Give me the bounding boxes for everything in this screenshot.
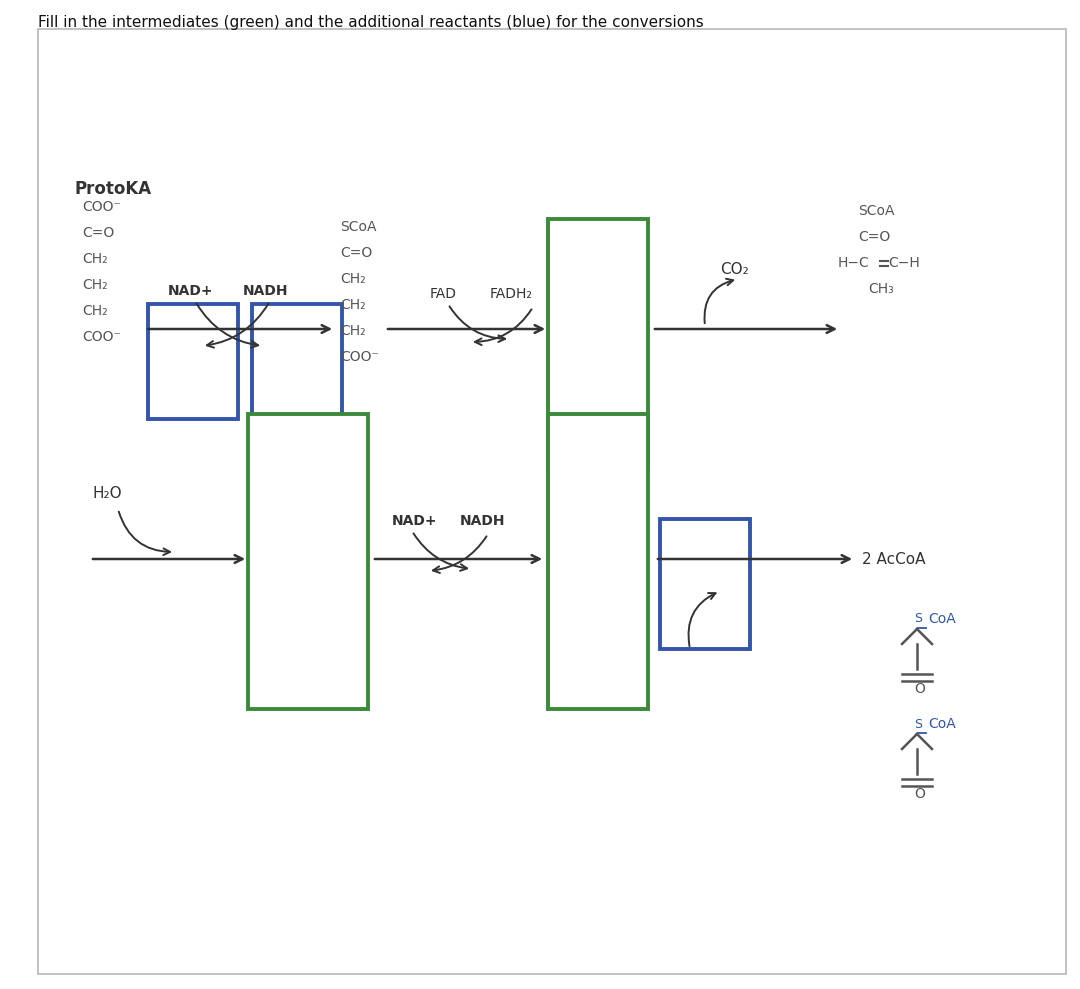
Bar bbox=[548, 414, 648, 709]
Text: CH₂: CH₂ bbox=[82, 278, 108, 292]
Text: CoA: CoA bbox=[928, 717, 956, 731]
Text: C=O: C=O bbox=[340, 246, 373, 260]
Text: 2 AcCoA: 2 AcCoA bbox=[862, 552, 926, 567]
Text: FADH₂: FADH₂ bbox=[490, 287, 532, 301]
Text: ProtoKA: ProtoKA bbox=[75, 180, 152, 198]
Text: SCoA: SCoA bbox=[340, 220, 377, 234]
Text: CH₂: CH₂ bbox=[82, 252, 108, 266]
Text: CoA: CoA bbox=[928, 612, 956, 626]
Bar bbox=[148, 304, 238, 419]
Text: COO⁻: COO⁻ bbox=[82, 200, 121, 214]
Text: CH₃: CH₃ bbox=[868, 282, 894, 296]
Bar bbox=[248, 414, 368, 709]
Text: H₂O: H₂O bbox=[92, 487, 122, 501]
Text: COO⁻: COO⁻ bbox=[82, 330, 121, 344]
Text: C=O: C=O bbox=[858, 230, 890, 244]
Text: C=O: C=O bbox=[82, 226, 114, 240]
Bar bbox=[548, 219, 648, 469]
Bar bbox=[252, 304, 342, 419]
Text: S: S bbox=[914, 717, 922, 731]
Text: NAD+: NAD+ bbox=[392, 514, 437, 528]
Text: CO₂: CO₂ bbox=[720, 261, 748, 277]
Text: CH₂: CH₂ bbox=[340, 324, 366, 338]
Text: NADH: NADH bbox=[460, 514, 505, 528]
Bar bbox=[660, 519, 750, 649]
Text: FAD: FAD bbox=[430, 287, 457, 301]
Text: NAD+: NAD+ bbox=[168, 284, 214, 298]
Text: NADH: NADH bbox=[243, 284, 288, 298]
Text: O: O bbox=[914, 682, 924, 696]
Text: Fill in the intermediates (green) and the additional reactants (blue) for the co: Fill in the intermediates (green) and th… bbox=[38, 15, 704, 30]
Text: CH₂: CH₂ bbox=[340, 298, 366, 312]
Text: COO⁻: COO⁻ bbox=[340, 350, 379, 364]
Text: CH₂: CH₂ bbox=[340, 272, 366, 286]
Text: CH₂: CH₂ bbox=[82, 304, 108, 318]
Text: H−C: H−C bbox=[838, 256, 869, 270]
Text: S: S bbox=[914, 612, 922, 625]
Text: O: O bbox=[914, 787, 924, 801]
Text: SCoA: SCoA bbox=[858, 204, 894, 218]
Text: C−H: C−H bbox=[888, 256, 920, 270]
